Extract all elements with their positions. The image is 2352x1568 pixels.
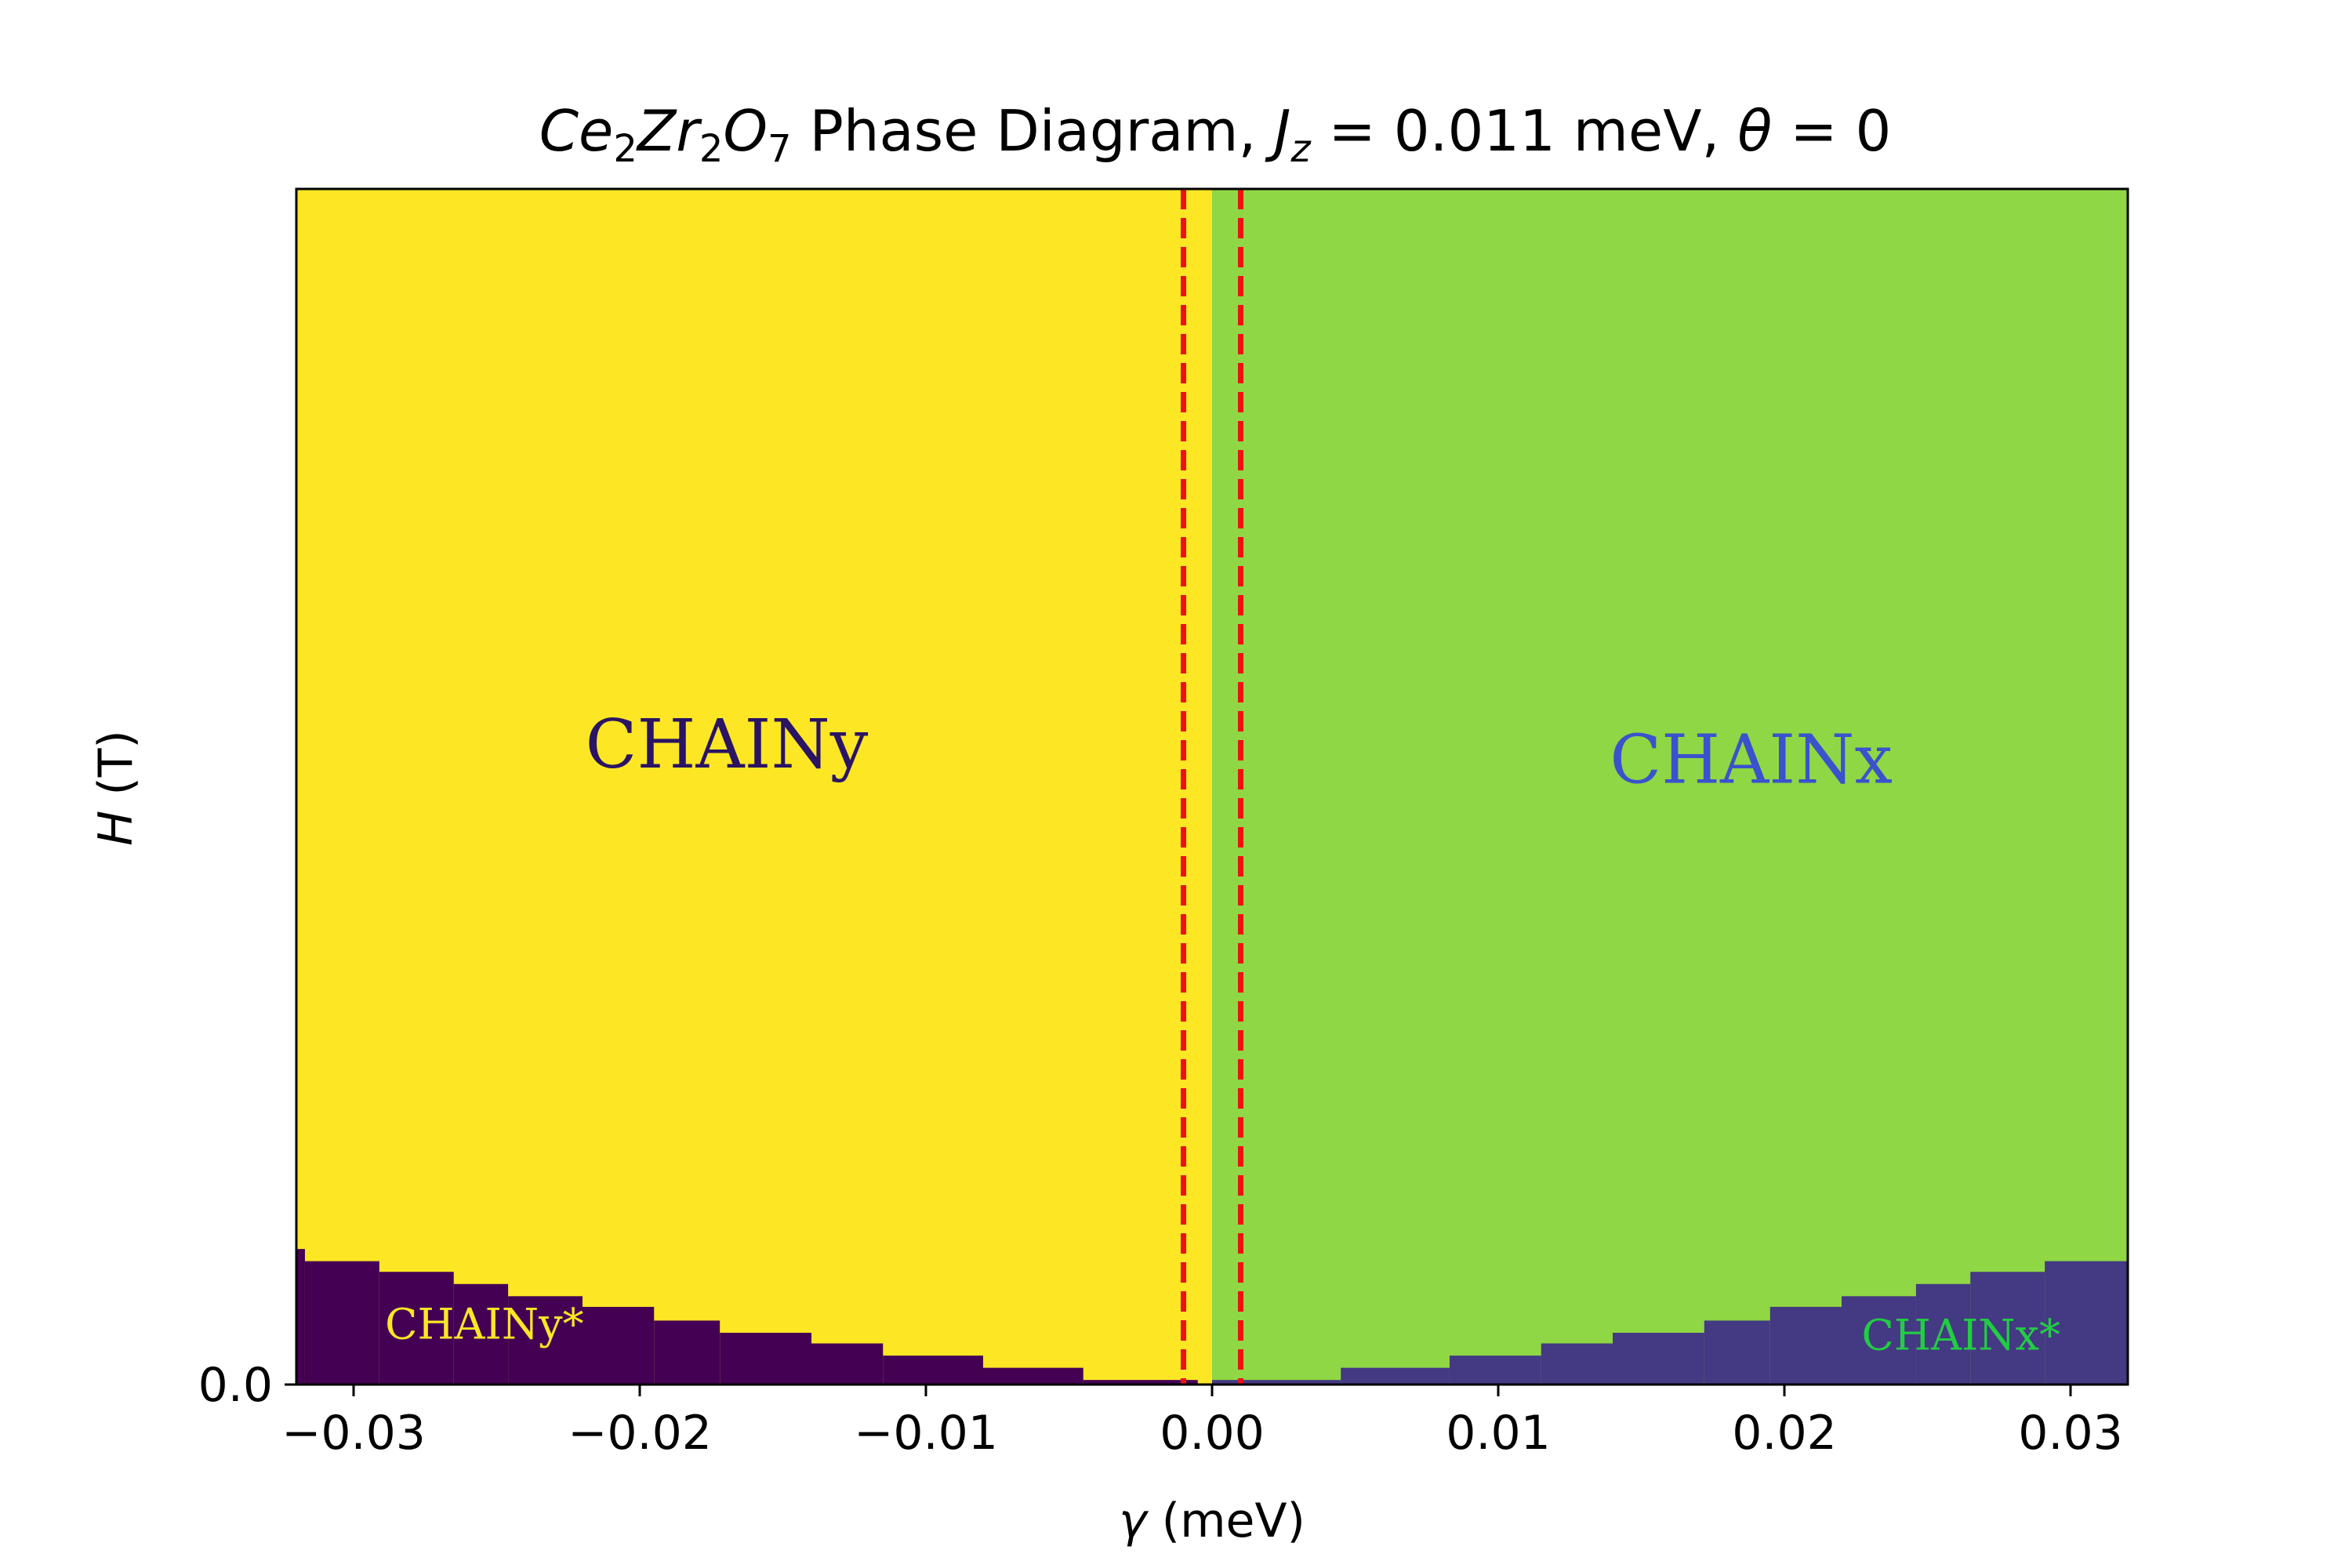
chainx-star-step-2 (1449, 1356, 1541, 1385)
chainy-star-step-1 (304, 1261, 379, 1385)
region-chainy (296, 189, 1212, 1385)
title-o-sub: 7 (768, 127, 792, 171)
phase-labels: CHAINy CHAINx CHAINy* CHAINx* (385, 706, 2060, 1359)
x-tick-label: 0.01 (1446, 1406, 1551, 1461)
x-tick-label: 0.00 (1160, 1406, 1265, 1461)
chainx-star-step-9 (1970, 1272, 2045, 1385)
x-tick-label: −0.03 (281, 1406, 426, 1461)
chainy-star-step-6 (654, 1320, 720, 1385)
y-axis-ticks: 0.00.10.20.30.40.50.60.7 (198, 1358, 296, 1413)
title-middle: Phase Diagram, (792, 98, 1275, 164)
low-field-regions (296, 1249, 2128, 1385)
chainy-star-step-7 (720, 1332, 811, 1385)
title-zr-sub: 2 (699, 127, 724, 171)
x-axis-unit: (meV) (1147, 1494, 1305, 1548)
region-chainx (1212, 189, 2128, 1385)
chainx-star-step-4 (1613, 1332, 1704, 1385)
chainx-star-step-7 (1842, 1296, 1916, 1385)
label-chainy-star: CHAINy* (385, 1300, 584, 1349)
title-theta: θ (1737, 98, 1772, 164)
chainy-star-step-2 (379, 1272, 454, 1385)
chainy-star-step-9 (883, 1356, 983, 1385)
title-ce: Ce (539, 98, 614, 164)
chart-title: Ce2Zr2O7 Phase Diagram, Jz = 0.011 meV, … (539, 98, 1892, 171)
chainy-star-step-4 (508, 1296, 583, 1385)
chainy-star-step-10 (983, 1367, 1083, 1385)
label-chainx-star: CHAINx* (1862, 1310, 2060, 1359)
x-axis-label: γ (meV) (1119, 1494, 1305, 1548)
chainx-star-step-3 (1541, 1343, 1613, 1385)
phase-boundary-lines (1181, 189, 1243, 1385)
chainx-star-step-8 (1915, 1283, 1971, 1385)
y-tick-label: 0.0 (198, 1358, 273, 1413)
x-tick-label: 0.02 (1732, 1406, 1837, 1461)
chainx-star-step-6 (1769, 1306, 1842, 1385)
chainy-star-step-5 (583, 1306, 655, 1385)
title-ce-sub: 2 (613, 127, 637, 171)
title-theta-rel: = (1772, 98, 1855, 164)
chainy-star-step-0 (296, 1249, 305, 1385)
chainx-star-step-10 (2045, 1261, 2128, 1385)
y-axis-unit: (T) (89, 730, 143, 811)
chainx-star-step-0 (1212, 1380, 1341, 1385)
y-axis-label: H (T) (89, 730, 143, 846)
chainy-star-step-3 (453, 1283, 509, 1385)
x-tick-label: 0.03 (2018, 1406, 2123, 1461)
title-theta-value: 0 (1855, 98, 1891, 164)
chainx-star-step-1 (1341, 1367, 1450, 1385)
title-j-value: 0.011 meV (1394, 98, 1702, 164)
label-chainx: CHAINx (1610, 721, 1893, 800)
title-o: O (723, 98, 768, 164)
title-zr: Zr (636, 98, 702, 164)
label-chainy: CHAINy (586, 706, 869, 784)
title-j-rel: = (1311, 98, 1394, 164)
x-axis-ticks: −0.03 −0.02 −0.01 0.00 0.01 0.02 0.03 (281, 1385, 2123, 1461)
y-axis-symbol: H (89, 811, 143, 846)
x-tick-label: −0.01 (854, 1406, 998, 1461)
x-tick-label: −0.02 (568, 1406, 712, 1461)
phase-regions (296, 189, 2128, 1385)
x-axis-symbol: γ (1119, 1494, 1149, 1548)
title-j-sub: z (1290, 127, 1312, 171)
chainy-star-step-8 (811, 1343, 884, 1385)
chainx-star-step-5 (1704, 1320, 1770, 1385)
chainy-star-step-11 (1083, 1380, 1198, 1385)
title-sep: , (1701, 98, 1737, 164)
